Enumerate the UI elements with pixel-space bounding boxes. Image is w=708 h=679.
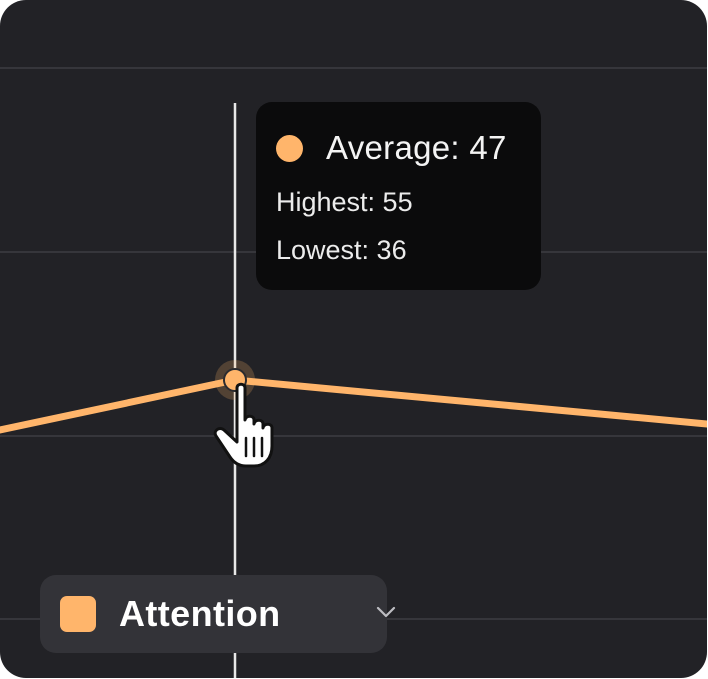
series-selector-label: Attention (119, 593, 281, 634)
chevron-down-icon[interactable] (375, 605, 397, 619)
series-line-attention[interactable] (0, 376, 707, 434)
legend-swatch-icon (60, 596, 96, 632)
hand-pointer-icon (213, 382, 274, 468)
chart-tooltip: Average: 47 Highest: 55 Lowest: 36 (256, 102, 541, 290)
tooltip-average: Average: 47 (326, 129, 507, 166)
series-dot-icon (276, 134, 303, 162)
series-selector-dropdown[interactable]: Attention (40, 575, 396, 653)
tooltip-highest: Highest: 55 (276, 187, 413, 217)
tooltip-title-row: Average: 47 (276, 128, 521, 168)
tooltip-lowest: Lowest: 36 (276, 235, 407, 265)
